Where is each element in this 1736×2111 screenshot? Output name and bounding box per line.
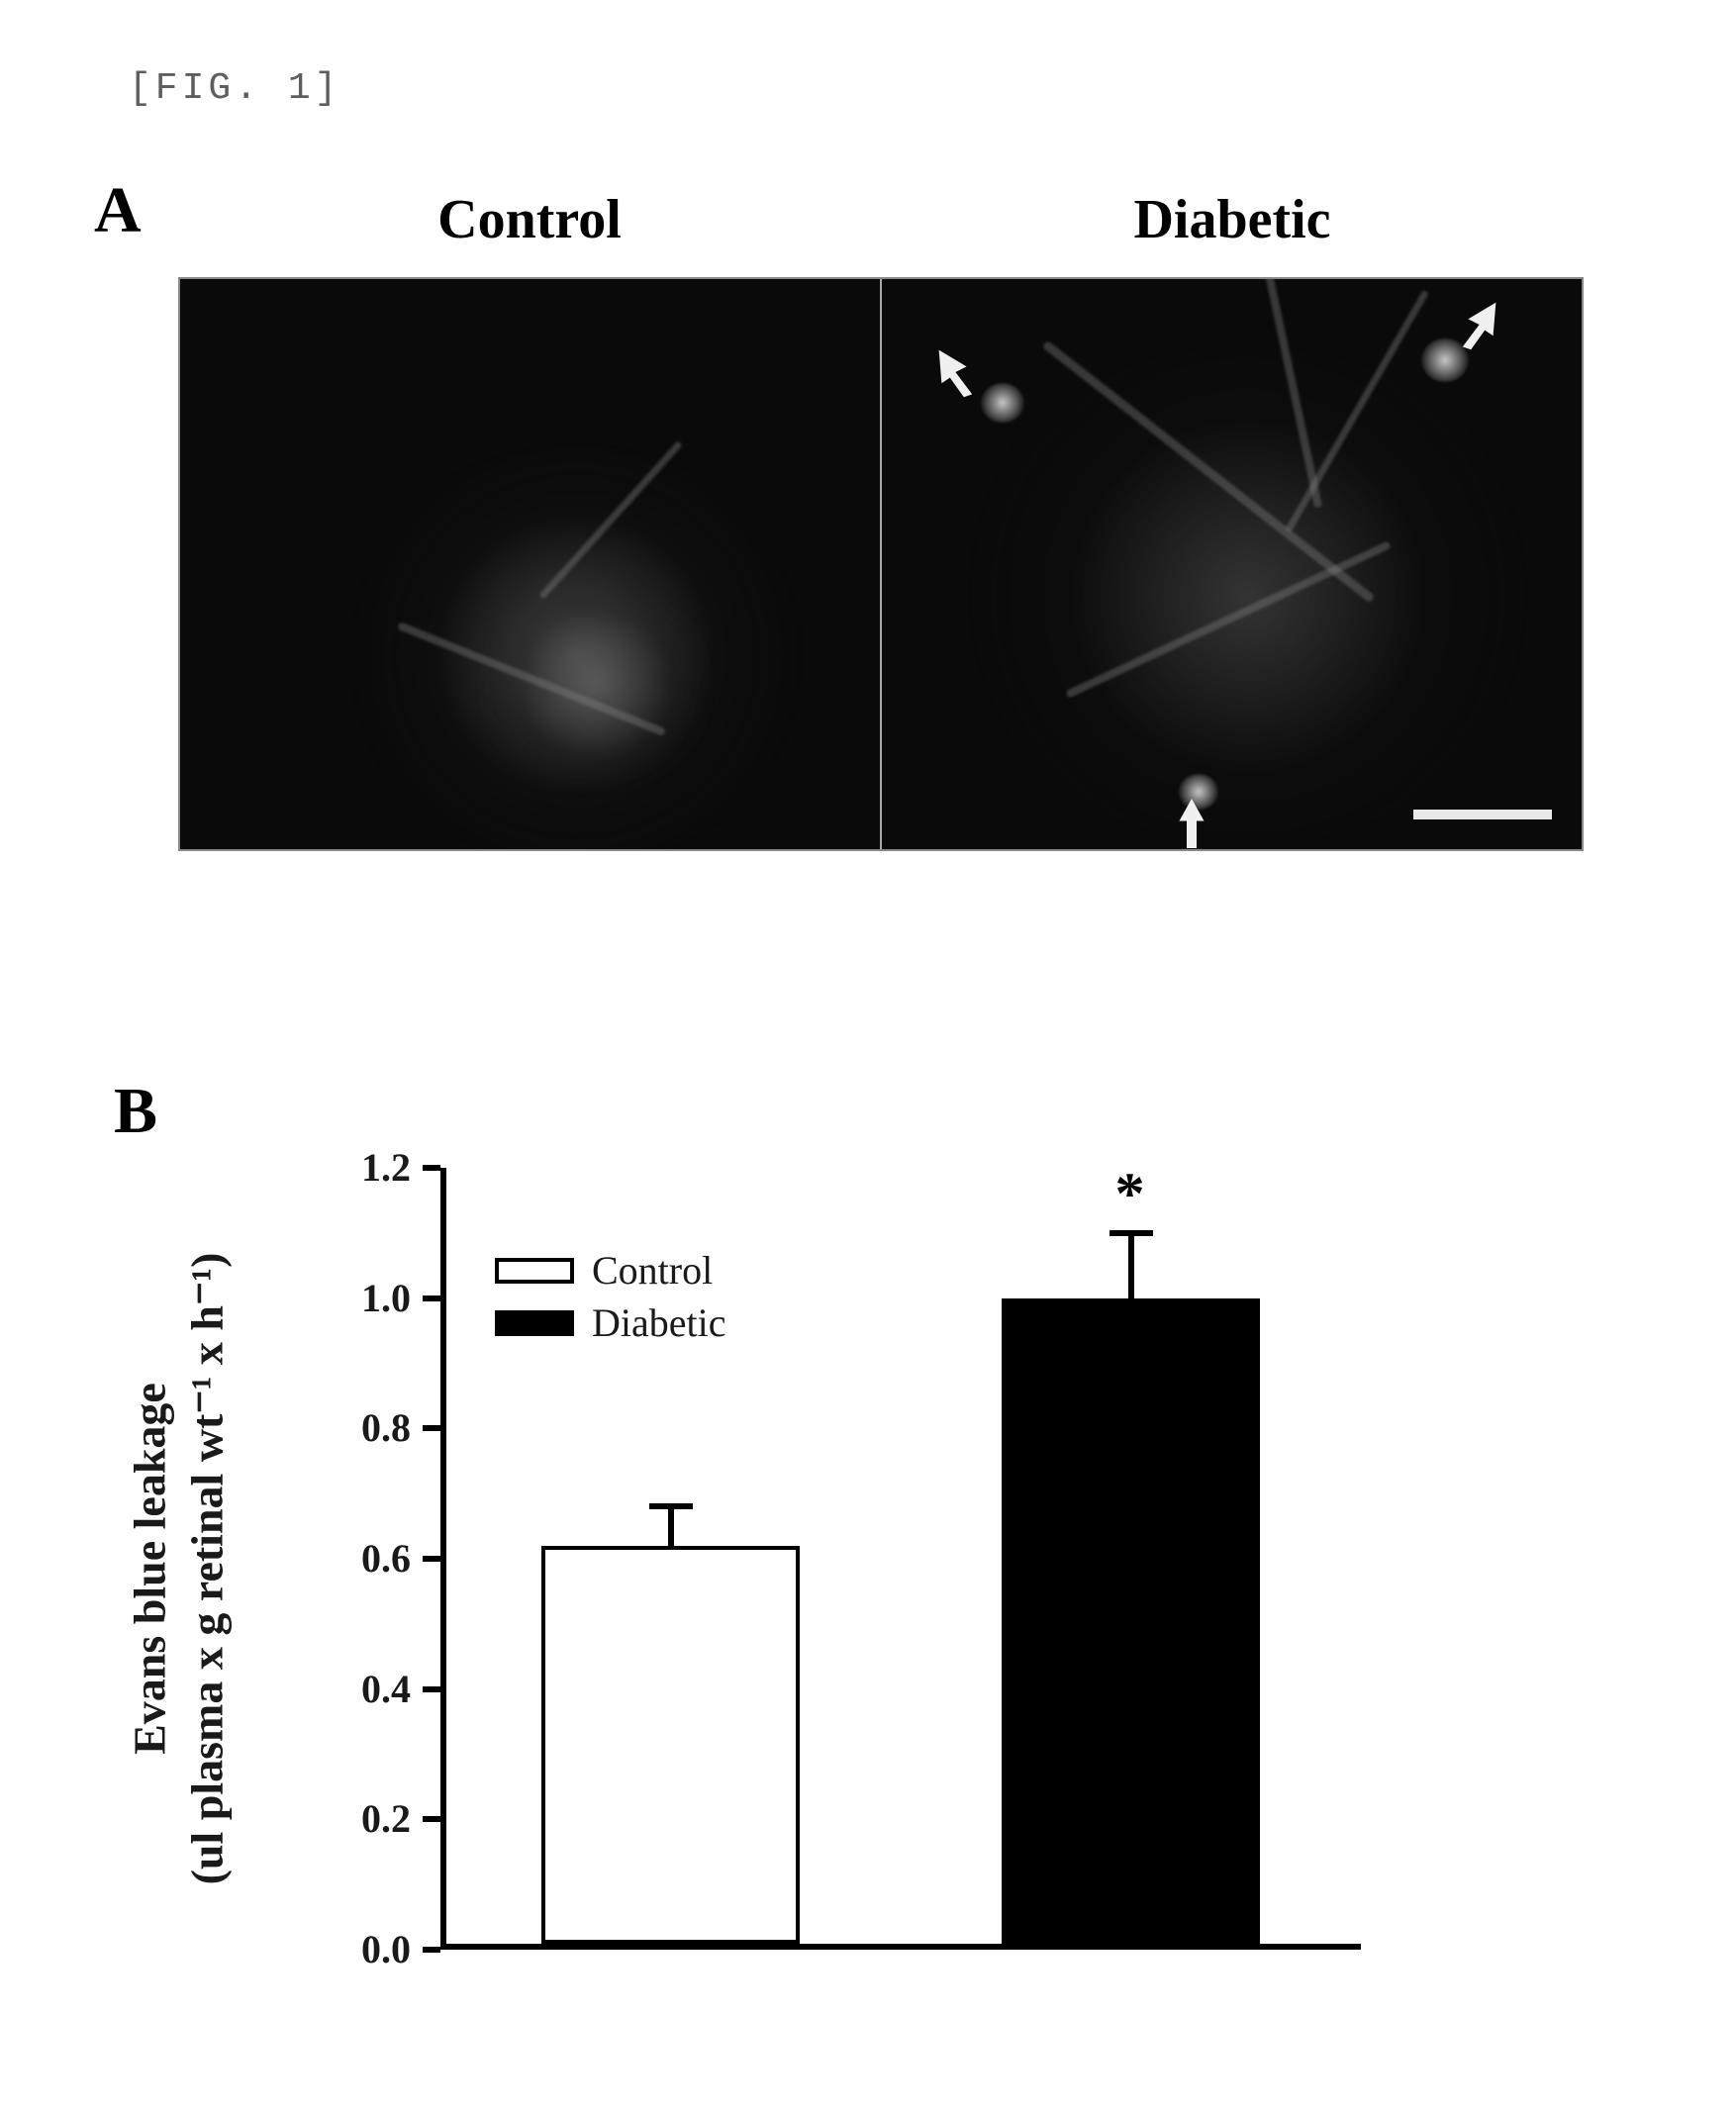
panel-b-letter: B <box>114 1074 157 1149</box>
y-tick-label: 0.0 <box>332 1926 411 1972</box>
significance-marker: * <box>1115 1160 1145 1228</box>
arrow-icon <box>1167 796 1216 849</box>
y-axis-title-line1: Evans blue leakage <box>125 1383 175 1755</box>
arrow-icon <box>1446 297 1501 352</box>
legend-label: Control <box>592 1247 713 1294</box>
tissue-blob <box>467 576 724 794</box>
tissue-blob <box>941 348 1555 843</box>
y-axis-line <box>440 1168 446 1950</box>
micrograph-control <box>180 279 882 849</box>
panel-a-title-diabetic: Diabetic <box>881 188 1584 251</box>
scale-bar <box>1413 810 1552 819</box>
panel-a-titles: Control Diabetic <box>178 188 1584 251</box>
y-tick-label: 0.8 <box>332 1404 411 1451</box>
error-bar <box>1128 1233 1134 1298</box>
x-axis-line <box>440 1944 1361 1950</box>
panel-a-title-control: Control <box>178 188 881 251</box>
y-tick <box>423 1947 440 1953</box>
error-cap <box>649 1503 693 1509</box>
y-tick-label: 0.4 <box>332 1666 411 1712</box>
y-tick <box>423 1295 440 1301</box>
y-tick <box>423 1686 440 1692</box>
y-tick-label: 0.6 <box>332 1535 411 1582</box>
error-bar <box>668 1506 674 1546</box>
micrograph-diabetic <box>882 279 1582 849</box>
y-tick-label: 1.2 <box>332 1144 411 1191</box>
y-axis-title-line2: (ul plasma x g retinal wt⁻¹ x h⁻¹) <box>181 1253 232 1885</box>
legend-swatch <box>495 1310 574 1336</box>
figure-label: [FIG. 1] <box>129 67 340 110</box>
y-tick <box>423 1165 440 1171</box>
error-cap <box>1109 1230 1153 1236</box>
legend-item: Diabetic <box>495 1299 726 1346</box>
y-tick-label: 1.0 <box>332 1275 411 1321</box>
y-axis-title: Evans blue leakage (ul plasma x g retina… <box>122 1253 236 1885</box>
y-tick <box>423 1816 440 1822</box>
bar-diabetic <box>1002 1298 1259 1944</box>
legend-item: Control <box>495 1247 726 1294</box>
legend-swatch <box>495 1258 574 1284</box>
bar-control <box>541 1546 799 1944</box>
y-tick-label: 0.2 <box>332 1795 411 1842</box>
legend-label: Diabetic <box>592 1299 726 1346</box>
chart-evans-blue: Evans blue leakage (ul plasma x g retina… <box>218 1158 1405 1979</box>
panel-a-letter: A <box>94 173 142 248</box>
arrow-icon <box>933 344 989 400</box>
panel-a-images <box>178 277 1584 851</box>
chart-legend: Control Diabetic <box>495 1247 726 1352</box>
y-tick <box>423 1556 440 1562</box>
y-tick <box>423 1425 440 1431</box>
